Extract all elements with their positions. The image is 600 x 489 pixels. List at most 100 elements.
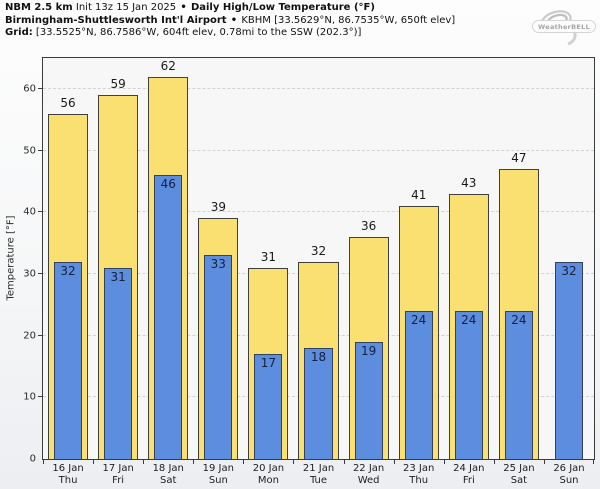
x-tick-label: 22 Jan Wed bbox=[352, 463, 385, 486]
day-slot-25-jan: 47 24 25 Jan Sat bbox=[493, 58, 544, 486]
low-bar: 33 bbox=[204, 255, 233, 459]
separator-dot: • bbox=[180, 2, 187, 13]
day-slot-23-jan: 41 24 23 Jan Thu bbox=[393, 58, 444, 486]
init-time: Init 13z 15 Jan 2025 bbox=[75, 2, 177, 13]
y-tick-label-60: 60 bbox=[23, 83, 36, 95]
x-tick-mark bbox=[493, 459, 495, 464]
logo-brand-text: WeatherBELL bbox=[532, 20, 597, 33]
y-tick-label-50: 50 bbox=[23, 145, 36, 157]
low-bar: 24 bbox=[454, 310, 483, 459]
model-name: NBM 2.5 km bbox=[5, 2, 73, 13]
x-tick-label: 26 Jan Sun bbox=[553, 463, 585, 486]
separator-dot: • bbox=[230, 14, 238, 26]
x-tick-label: 20 Jan Mon bbox=[252, 463, 285, 486]
low-bar: 19 bbox=[354, 341, 383, 459]
plot-area: 0 10 20 30 40 50 60 56 32 16 Jan Thu 59 31 17 Jan Fr… bbox=[23, 57, 595, 486]
grid-label: Grid: bbox=[5, 27, 33, 38]
day-slot-21-jan: 32 18 21 Jan Tue bbox=[293, 58, 343, 486]
low-bar: 31 bbox=[104, 267, 133, 459]
low-bar: 17 bbox=[254, 354, 283, 459]
low-bar: 24 bbox=[504, 310, 533, 459]
x-tick-label: 18 Jan Sat bbox=[152, 463, 184, 486]
y-tick-mark-50 bbox=[38, 149, 43, 151]
x-tick-label: 23 Jan Thu bbox=[403, 463, 435, 486]
x-tick-label: 16 Jan Thu bbox=[52, 463, 84, 486]
title-line-2: Birmingham-Shuttlesworth Int'l Airport •… bbox=[5, 15, 455, 28]
low-bar: 18 bbox=[304, 347, 333, 459]
x-tick-mark bbox=[593, 459, 595, 464]
x-tick-label: 25 Jan Sat bbox=[503, 463, 535, 486]
x-tick-mark bbox=[393, 459, 395, 464]
day-slot-19-jan: 39 33 19 Jan Sun bbox=[193, 58, 243, 486]
y-tick-label-20: 20 bbox=[23, 330, 36, 342]
grid-info: [33.5525°N, 86.7586°W, 604ft elev, 0.78m… bbox=[35, 27, 362, 38]
low-value-label: 31 bbox=[110, 269, 126, 284]
high-value-label: 39 bbox=[210, 200, 226, 215]
x-tick-mark bbox=[343, 459, 345, 464]
high-value-label: 32 bbox=[310, 243, 327, 258]
day-slot-20-jan: 31 17 20 Jan Mon bbox=[243, 58, 293, 486]
x-tick-label: 17 Jan Fri bbox=[102, 463, 134, 486]
high-value-label: 41 bbox=[411, 188, 427, 203]
low-value-label: 17 bbox=[260, 356, 277, 371]
weatherbell-logo: WeatherBELL bbox=[526, 5, 597, 47]
day-slot-16-jan: 56 32 16 Jan Thu bbox=[43, 58, 93, 486]
low-value-label: 32 bbox=[561, 263, 577, 278]
high-value-label: 56 bbox=[60, 95, 76, 110]
high-value-label: 47 bbox=[511, 151, 527, 166]
high-value-label: 43 bbox=[461, 175, 477, 190]
chart-title-block: NBM 2.5 km Init 13z 15 Jan 2025 • Daily … bbox=[5, 2, 455, 40]
x-tick-mark bbox=[443, 459, 445, 464]
title-line-1: NBM 2.5 km Init 13z 15 Jan 2025 • Daily … bbox=[5, 2, 455, 15]
y-axis-title: Temperature [°F] bbox=[5, 215, 17, 301]
day-slot-17-jan: 59 31 17 Jan Fri bbox=[93, 58, 143, 486]
day-slot-18-jan: 62 46 18 Jan Sat bbox=[143, 58, 193, 486]
x-tick-label: 21 Jan Tue bbox=[302, 463, 335, 486]
x-tick-mark bbox=[93, 459, 95, 464]
day-slot-26-jan: 32 26 Jan Sun bbox=[543, 58, 595, 486]
x-tick-mark bbox=[243, 459, 245, 464]
low-value-label: 19 bbox=[360, 343, 377, 358]
low-value-label: 24 bbox=[461, 312, 477, 327]
bar-slots: 56 32 16 Jan Thu 59 31 17 Jan Fri 62 46 18 Jan S… bbox=[43, 58, 595, 486]
y-tick-mark-60 bbox=[38, 87, 43, 89]
gridline-y-50 bbox=[43, 149, 594, 151]
high-value-label: 62 bbox=[160, 58, 176, 73]
y-tick-mark-30 bbox=[38, 272, 43, 274]
day-slot-22-jan: 36 19 22 Jan Wed bbox=[343, 58, 394, 486]
y-tick-mark-20 bbox=[38, 334, 43, 336]
low-bar: 32 bbox=[554, 261, 583, 459]
low-value-label: 32 bbox=[60, 263, 76, 278]
x-tick-label: 19 Jan Sun bbox=[202, 463, 234, 486]
gridline-y-40 bbox=[43, 211, 594, 213]
y-tick-label-30: 30 bbox=[23, 268, 36, 280]
low-value-label: 18 bbox=[310, 349, 327, 364]
station-info: KBHM [33.5629°N, 86.7535°W, 650ft elev] bbox=[241, 14, 456, 26]
day-slot-24-jan: 43 24 24 Jan Fri bbox=[443, 58, 494, 486]
title-line-3: Grid: [33.5525°N, 86.7586°W, 604ft elev,… bbox=[5, 27, 455, 40]
high-value-label: 59 bbox=[110, 77, 126, 92]
x-tick-mark bbox=[543, 459, 545, 464]
y-tick-label-10: 10 bbox=[23, 391, 36, 403]
x-tick-mark bbox=[43, 459, 44, 464]
low-value-label: 24 bbox=[511, 312, 527, 327]
low-bar: 46 bbox=[154, 175, 183, 459]
low-value-label: 24 bbox=[411, 312, 427, 327]
y-tick-label-40: 40 bbox=[23, 206, 36, 218]
x-tick-mark bbox=[293, 459, 295, 464]
gridline-y-60 bbox=[43, 87, 594, 89]
low-value-label: 33 bbox=[210, 257, 226, 272]
high-value-label: 36 bbox=[360, 218, 377, 233]
station-name: Birmingham-Shuttlesworth Int'l Airport bbox=[5, 14, 227, 26]
low-bar: 32 bbox=[54, 261, 83, 459]
x-tick-label: 24 Jan Fri bbox=[453, 463, 485, 486]
x-tick-mark bbox=[193, 459, 195, 464]
y-tick-mark-10 bbox=[38, 396, 43, 398]
low-value-label: 46 bbox=[160, 177, 176, 192]
y-tick-label-0: 0 bbox=[29, 453, 36, 465]
x-tick-mark bbox=[143, 459, 145, 464]
high-value-label: 31 bbox=[260, 249, 277, 264]
product-name: Daily High/Low Temperature (°F) bbox=[190, 2, 375, 13]
low-bar: 24 bbox=[404, 310, 433, 459]
